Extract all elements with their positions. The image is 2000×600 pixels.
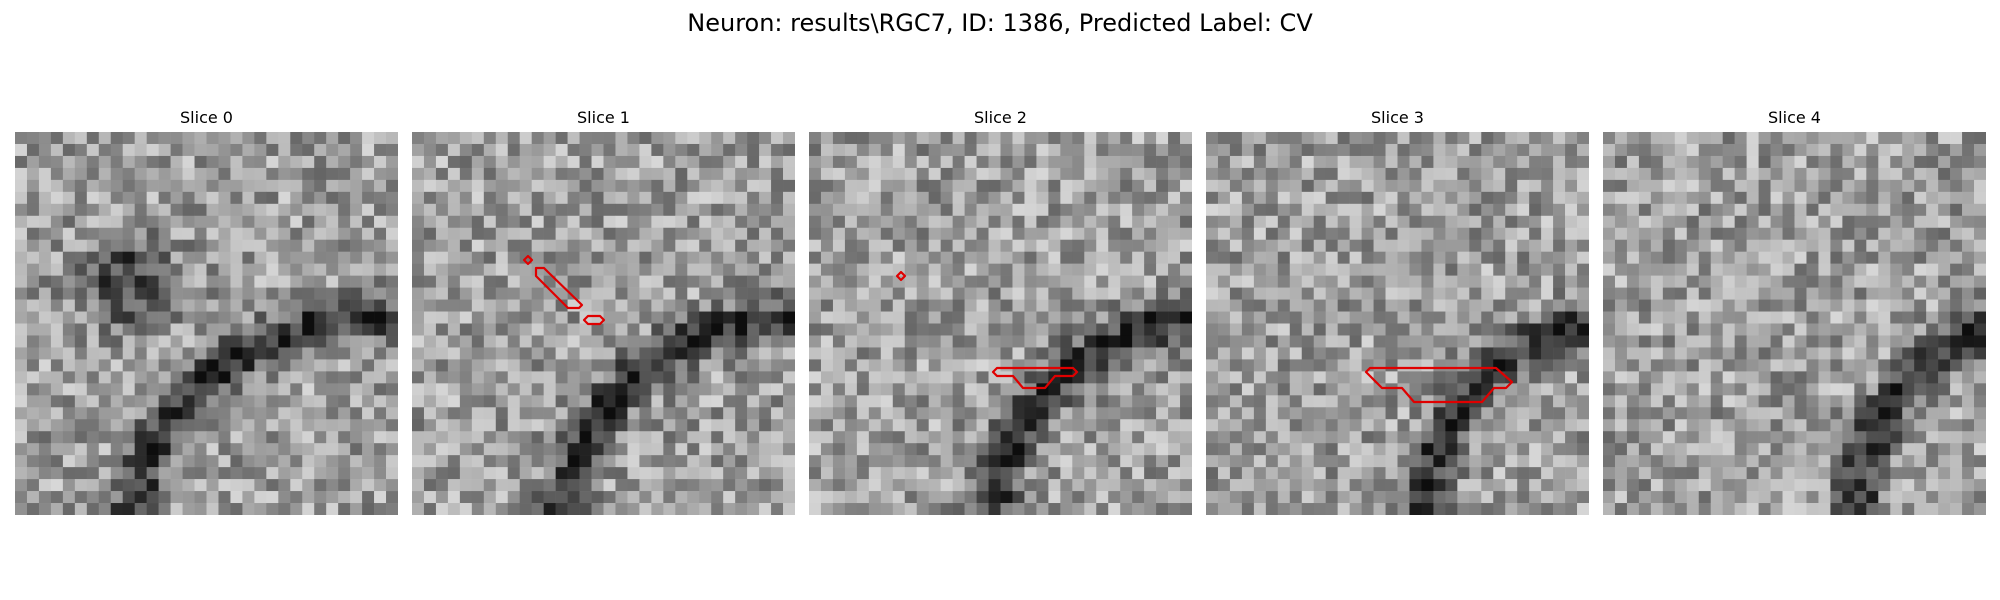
slice-image: [15, 132, 398, 515]
slice-panel-0: Slice 0: [15, 108, 398, 515]
slice-image: [412, 132, 795, 515]
figure-title: Neuron: results\RGC7, ID: 1386, Predicte…: [687, 9, 1313, 37]
segmentation-contour: [895, 270, 907, 282]
slice-panel-3: Slice 3: [1206, 108, 1589, 515]
pixel-grid: [1206, 132, 1589, 515]
slice-image: [809, 132, 1192, 515]
pixel-grid: [412, 132, 795, 515]
segmentation-contour: [582, 314, 606, 326]
slice-title: Slice 3: [1371, 108, 1424, 127]
slice-image: [1206, 132, 1589, 515]
slice-image: [1603, 132, 1986, 515]
segmentation-contour: [522, 254, 534, 266]
slice-title: Slice 2: [974, 108, 1027, 127]
segmentation-contour: [534, 266, 584, 310]
slice-panel-4: Slice 4: [1603, 108, 1986, 515]
slice-title: Slice 1: [577, 108, 630, 127]
slice-title: Slice 4: [1768, 108, 1821, 127]
slice-panel-1: Slice 1: [412, 108, 795, 515]
slice-title: Slice 0: [180, 108, 233, 127]
segmentation-contour: [991, 366, 1079, 390]
slice-panel-2: Slice 2: [809, 108, 1192, 515]
pixel-grid: [809, 132, 1192, 515]
segmentation-contour: [1364, 366, 1514, 404]
pixel-grid: [1603, 132, 1986, 515]
pixel-grid: [15, 132, 398, 515]
